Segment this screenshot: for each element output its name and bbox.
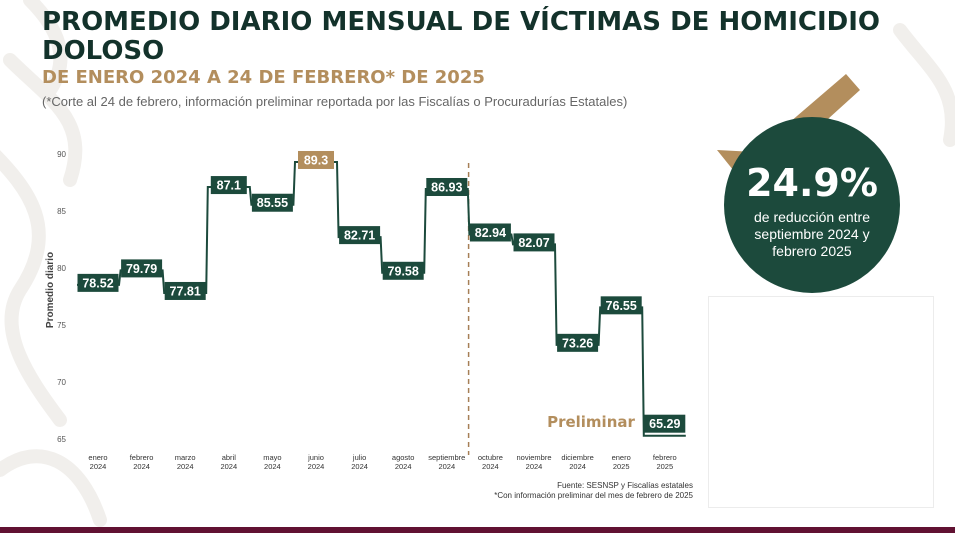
data-label: 86.93 (426, 177, 468, 196)
svg-text:febrero: febrero (653, 453, 677, 462)
svg-text:septiembre: septiembre (428, 453, 465, 462)
data-label: 76.55 (600, 296, 642, 315)
svg-text:2024: 2024 (526, 462, 543, 471)
reduction-description: de reducción entre septiembre 2024 y feb… (754, 209, 870, 259)
data-label-text: 82.94 (475, 226, 506, 240)
data-label-text: 79.79 (126, 262, 157, 276)
data-label: 78.52 (77, 273, 119, 292)
svg-text:2025: 2025 (656, 462, 673, 471)
data-label: 87.1 (210, 176, 247, 195)
page-subtitle: DE ENERO 2024 A 24 DE FEBRERO* DE 2025 (42, 67, 485, 88)
y-tick-label: 85 (57, 207, 66, 216)
svg-text:2024: 2024 (569, 462, 586, 471)
data-labels: 78.52 79.79 77.81 87.1 85.55 89.3 82.71 79.58 86… (77, 150, 686, 433)
data-label-text: 82.07 (518, 236, 549, 250)
svg-text:2024: 2024 (395, 462, 412, 471)
data-label-text: 87.1 (217, 179, 241, 193)
x-axis-ticks: enero2024febrero2024marzo2024abril2024ma… (88, 453, 676, 471)
data-label: 79.79 (121, 259, 163, 278)
data-label: 85.55 (251, 193, 293, 212)
y-tick-label: 80 (57, 264, 66, 273)
y-tick-label: 70 (57, 378, 66, 387)
data-label: 65.29 (644, 414, 686, 433)
data-label: 82.71 (339, 226, 381, 245)
y-axis-ticks: 90 85 80 75 70 65 (57, 150, 66, 444)
y-tick-label: 75 (57, 321, 66, 330)
data-label-text: 65.29 (649, 417, 680, 431)
y-tick-label: 90 (57, 150, 66, 159)
source-note: Fuente: SESNSP y Fiscalías estatales *Co… (494, 481, 693, 501)
data-label: 73.26 (557, 333, 599, 352)
svg-text:enero: enero (612, 453, 631, 462)
svg-text:2024: 2024 (220, 462, 237, 471)
svg-text:agosto: agosto (392, 453, 415, 462)
data-label-text: 82.71 (344, 229, 375, 243)
data-label-text: 77.81 (170, 284, 201, 298)
svg-text:2024: 2024 (264, 462, 281, 471)
svg-text:2024: 2024 (351, 462, 368, 471)
data-label-text: 78.52 (82, 276, 113, 290)
data-label-text: 85.55 (257, 196, 288, 210)
reduction-highlight: 24.9% de reducción entre septiembre 2024… (724, 117, 900, 293)
svg-text:2024: 2024 (308, 462, 325, 471)
y-tick-label: 65 (57, 435, 66, 444)
svg-text:abril: abril (222, 453, 237, 462)
y-axis-label: Promedio diario (45, 252, 56, 328)
data-label: 82.94 (469, 223, 511, 242)
svg-text:2024: 2024 (90, 462, 107, 471)
svg-text:2024: 2024 (133, 462, 150, 471)
preliminary-label: Preliminar (547, 413, 635, 431)
svg-text:2024: 2024 (482, 462, 499, 471)
source-text: Fuente: SESNSP y Fiscalías estatales (557, 481, 693, 490)
data-label: 82.07 (513, 233, 555, 252)
svg-text:noviembre: noviembre (516, 453, 551, 462)
svg-text:febrero: febrero (130, 453, 154, 462)
data-label: 79.58 (382, 261, 424, 280)
svg-text:diciembre: diciembre (561, 453, 594, 462)
data-label-text: 76.55 (606, 299, 637, 313)
svg-text:marzo: marzo (175, 453, 196, 462)
page-title: PROMEDIO DIARIO MENSUAL DE VÍCTIMAS DE H… (42, 7, 880, 66)
bottom-bar (0, 527, 955, 533)
svg-text:mayo: mayo (263, 453, 281, 462)
data-label: 89.3 (298, 150, 334, 169)
data-label-text: 79.58 (388, 264, 419, 278)
cutoff-note: (*Corte al 24 de febrero, información pr… (42, 94, 628, 109)
footnote-text: *Con información preliminar del mes de f… (494, 491, 693, 500)
svg-text:enero: enero (88, 453, 107, 462)
svg-text:junio: junio (307, 453, 324, 462)
blank-panel (708, 296, 934, 508)
svg-text:octubre: octubre (478, 453, 503, 462)
svg-text:2024: 2024 (177, 462, 194, 471)
svg-text:2025: 2025 (613, 462, 630, 471)
data-label-text: 73.26 (562, 336, 593, 350)
data-label-text: 86.93 (431, 180, 462, 194)
data-label: 77.81 (164, 281, 206, 300)
svg-text:julio: julio (352, 453, 366, 462)
data-label-text: 89.3 (304, 153, 328, 167)
reduction-value: 24.9% (746, 161, 878, 205)
svg-text:2024: 2024 (438, 462, 455, 471)
